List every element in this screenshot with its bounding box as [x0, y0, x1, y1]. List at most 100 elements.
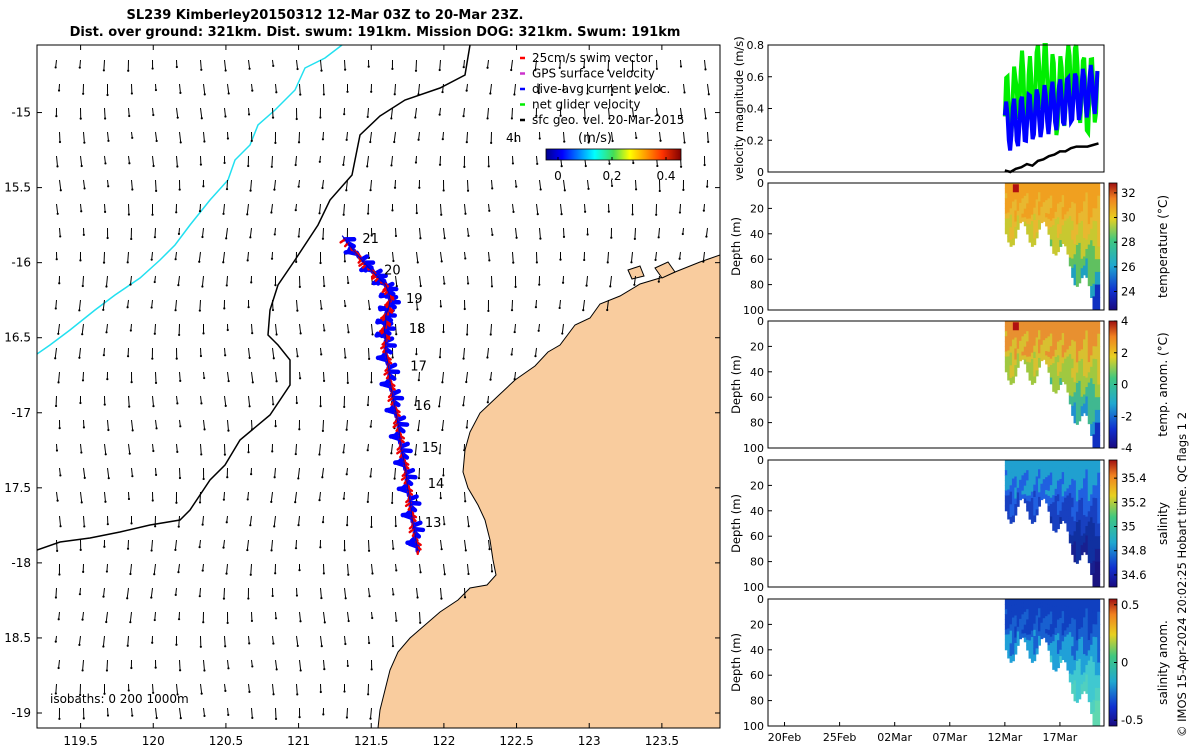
heatmap-cell: [1073, 500, 1077, 512]
heatmap-cell: [1028, 634, 1032, 641]
heatmap-cell: [1049, 220, 1053, 228]
velocity-vector: [202, 563, 204, 571]
velocity-vector: [632, 107, 634, 117]
heatmap-cell: [1042, 355, 1046, 360]
heatmap-cell: [1056, 508, 1060, 516]
heatmap-cell: [1052, 488, 1056, 496]
heatmap-cell: [1097, 611, 1101, 625]
heatmap-cell: [1038, 640, 1041, 646]
heatmap-cell: [1075, 245, 1079, 256]
heatmap-cell: [1023, 485, 1027, 491]
velocity-vector: [128, 155, 130, 164]
heatmap-cell: [1056, 183, 1060, 191]
heatmap-cell: [1033, 238, 1037, 246]
heatmap-cell: [1016, 206, 1020, 212]
heatmap-cell: [1030, 227, 1034, 235]
heatmap-cell: [1075, 681, 1079, 693]
heatmap-cell: [1023, 221, 1027, 227]
velocity-vector: [322, 227, 324, 239]
heatmap-cell: [1045, 637, 1049, 643]
heatmap-cell: [1078, 390, 1082, 402]
heatmap-cell: [1054, 642, 1058, 650]
heatmap-cell: [1028, 483, 1032, 491]
heatmap-cell: [1066, 655, 1070, 664]
heatmap-cell: [1073, 392, 1077, 403]
heatmap-cell: [1047, 361, 1051, 368]
heatmap-cell: [1087, 275, 1091, 287]
heatmap-cell: [1083, 635, 1086, 646]
heatmap-cell: [1004, 356, 1008, 363]
heatmap-cell: [1090, 251, 1094, 264]
dive-avg-current-vector: [407, 494, 419, 502]
heatmap-cell: [1094, 259, 1098, 273]
heatmap-cell: [1064, 333, 1068, 341]
heatmap-cell: [1080, 220, 1084, 231]
heatmap-cell: [1075, 460, 1079, 471]
heatmap-cell: [1038, 219, 1041, 226]
heatmap-cell: [1087, 234, 1091, 246]
track-day-label: 15: [422, 441, 439, 456]
velocity-vector: [707, 131, 709, 142]
heatmap-cell: [1078, 202, 1082, 214]
colorbar-tick: -4: [1121, 441, 1132, 455]
heatmap-cell: [1064, 478, 1068, 486]
heatmap-cell: [1007, 460, 1011, 467]
heatmap-cell: [1075, 671, 1079, 683]
heatmap-cell: [1068, 207, 1072, 217]
heatmap-cell: [1007, 634, 1011, 641]
heatmap-cell: [1014, 632, 1018, 639]
heatmap-cell: [1094, 346, 1098, 360]
velocity-vector: [247, 251, 249, 261]
heatmap-cell: [1054, 190, 1058, 198]
heatmap-cell: [1087, 670, 1091, 682]
velocity-vector: [80, 203, 82, 212]
heatmap-cell: [1085, 183, 1089, 193]
heatmap-cell: [1040, 190, 1044, 196]
heatmap-cell: [1026, 480, 1030, 487]
velocity-vector: [81, 323, 84, 335]
velocity-vector: [370, 467, 372, 477]
heatmap-cell: [1068, 329, 1072, 339]
heatmap-cell: [1047, 356, 1051, 363]
heatmap-cell: [1035, 615, 1039, 622]
heatmap-cell: [1066, 356, 1070, 365]
velocity-vector: [342, 443, 345, 453]
heatmap-cell: [1080, 201, 1084, 212]
heatmap-cell: [1030, 637, 1034, 644]
velocity-vector: [392, 251, 394, 262]
heatmap-cell: [1009, 655, 1013, 663]
heatmap-cell: [1094, 460, 1098, 474]
depth-ytick: 80: [750, 279, 764, 292]
velocity-vector: [296, 59, 299, 70]
heatmap-cell: [1090, 690, 1094, 703]
heatmap-cell: [1016, 330, 1020, 336]
heatmap-cell: [1004, 475, 1008, 481]
heatmap-cell: [1028, 640, 1032, 647]
heatmap-cell: [1061, 345, 1065, 352]
heatmap-cell: [1009, 611, 1013, 619]
heatmap-cell: [1071, 507, 1075, 518]
velocity-vector: [323, 275, 325, 287]
velocity-vector: [274, 467, 276, 478]
heatmap-cell: [1071, 674, 1075, 685]
velocity-vector: [488, 251, 490, 261]
heatmap-cell: [1045, 620, 1049, 626]
heatmap-cell: [1028, 628, 1032, 635]
heatmap-cell: [1047, 619, 1051, 626]
heatmap-cell: [1007, 212, 1011, 219]
heatmap-cell: [1004, 629, 1008, 636]
velocity-vector: [683, 131, 686, 143]
heatmap-cell: [1080, 321, 1084, 331]
depth-ytick: 20: [750, 340, 764, 353]
heatmap-cell: [1078, 350, 1082, 362]
heatmap-cell: [1028, 188, 1032, 196]
heatmap-cell: [1087, 392, 1091, 404]
heatmap-cell: [1068, 534, 1072, 544]
heatmap-cell: [1078, 212, 1082, 224]
depth-ytick: 80: [750, 556, 764, 569]
heatmap-cell: [1064, 339, 1068, 347]
velocity-vector: [416, 587, 419, 598]
track-day-label: 20: [384, 264, 401, 279]
heatmap-cell: [1035, 465, 1039, 472]
